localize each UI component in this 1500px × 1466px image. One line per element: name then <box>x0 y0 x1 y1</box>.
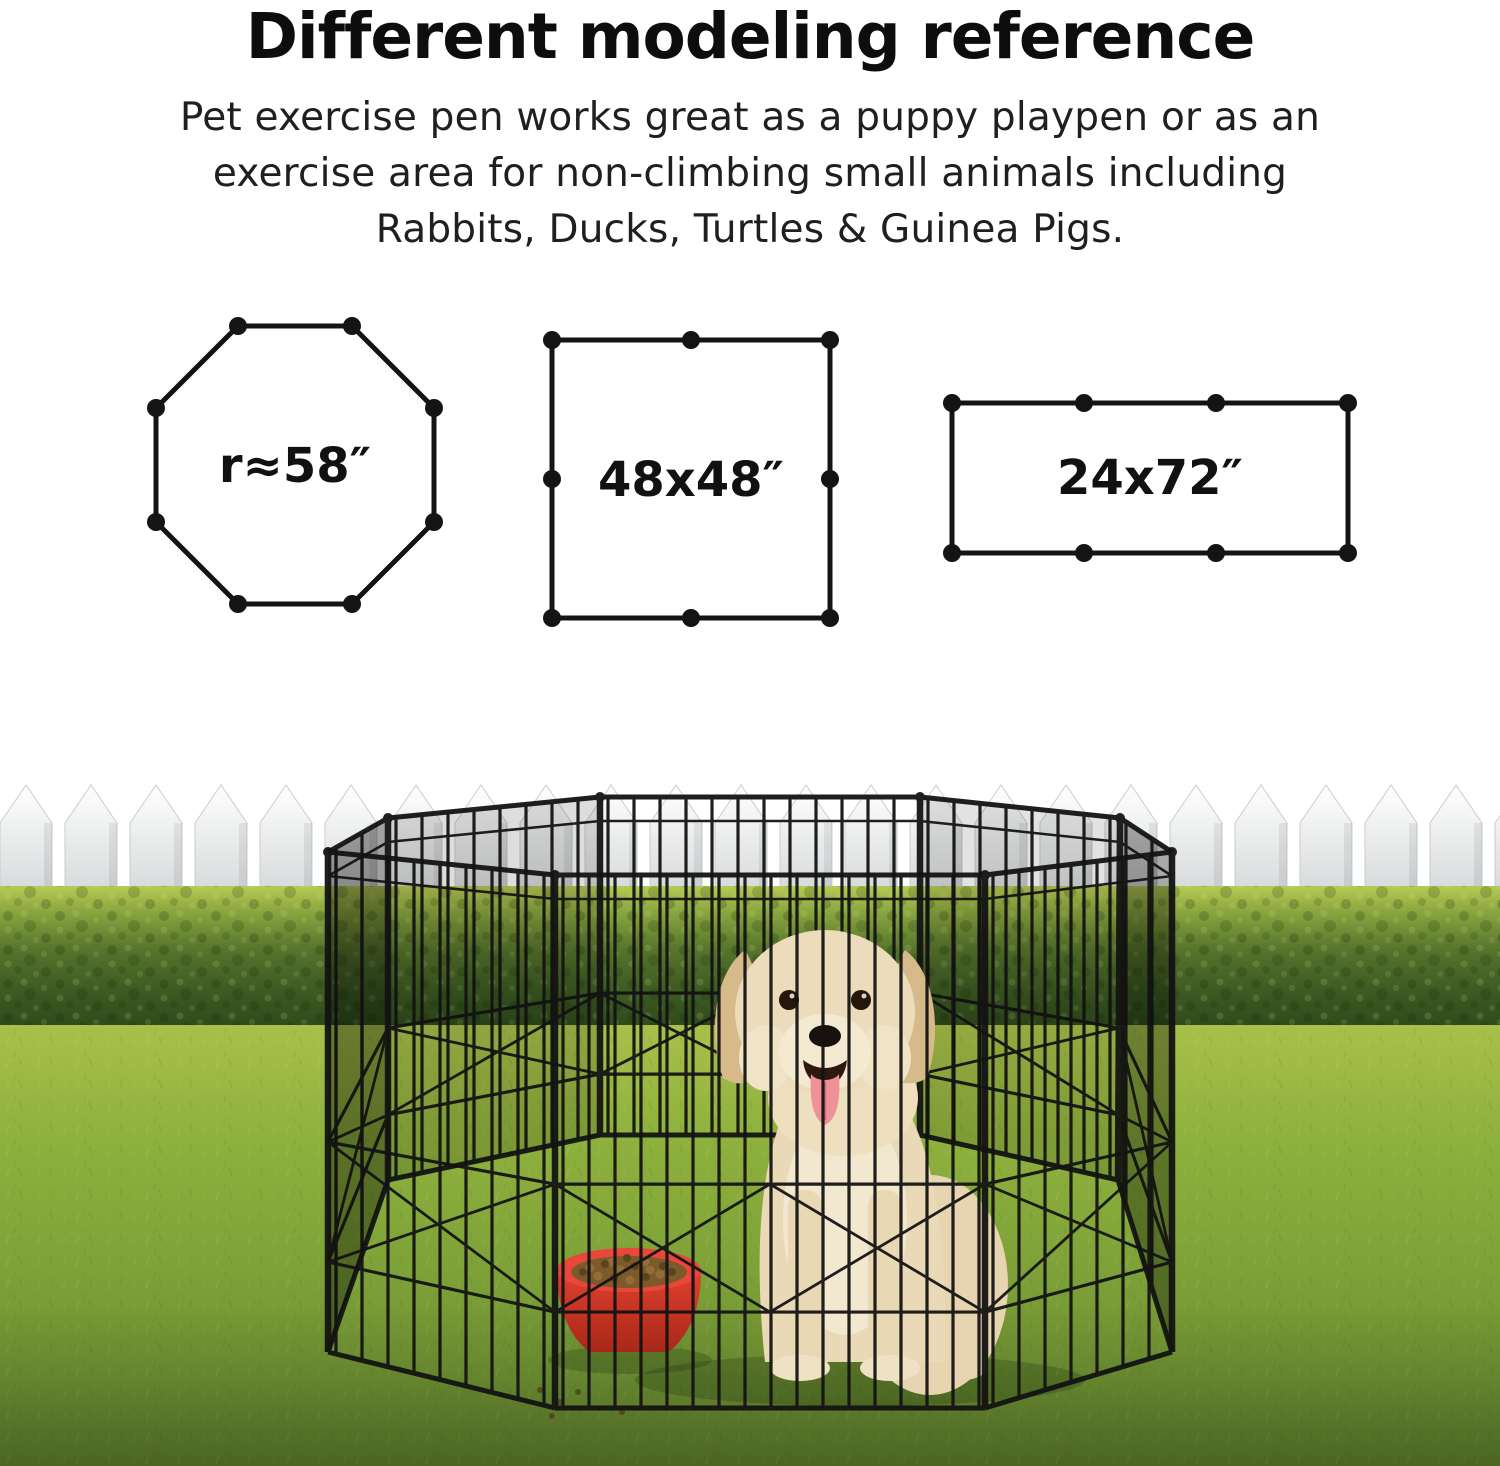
octagon-layout-diagram: r≈58″ <box>147 317 443 613</box>
dog-eye-right <box>851 990 871 1010</box>
subtitle-line: Pet exercise pen works great as a puppy … <box>179 95 1321 140</box>
subtitle-line: Rabbits, Ducks, Turtles & Guinea Pigs. <box>375 207 1125 252</box>
subtitle-line: exercise area for non-climbing small ani… <box>212 151 1288 196</box>
square-dimension-label: 48x48″ <box>598 452 784 508</box>
page-title: Different modeling reference <box>245 0 1256 73</box>
rectangle-layout-diagram: 24x72″ <box>943 394 1357 562</box>
picket-fence <box>0 783 1500 898</box>
subtitle: Pet exercise pen works great as a puppy … <box>0 90 1500 258</box>
octagon-dimension-label: r≈58″ <box>219 438 371 494</box>
pen-photo <box>0 740 1500 1466</box>
dog-nose <box>809 1025 841 1047</box>
square-layout-diagram: 48x48″ <box>543 331 839 627</box>
dog-paw <box>770 1355 830 1381</box>
pen-panel <box>554 872 986 1411</box>
rectangle-shape <box>949 400 1351 556</box>
rectangle-dimension-label: 24x72″ <box>1057 450 1243 506</box>
lawn <box>0 1025 1500 1466</box>
dog-paw <box>860 1355 920 1381</box>
